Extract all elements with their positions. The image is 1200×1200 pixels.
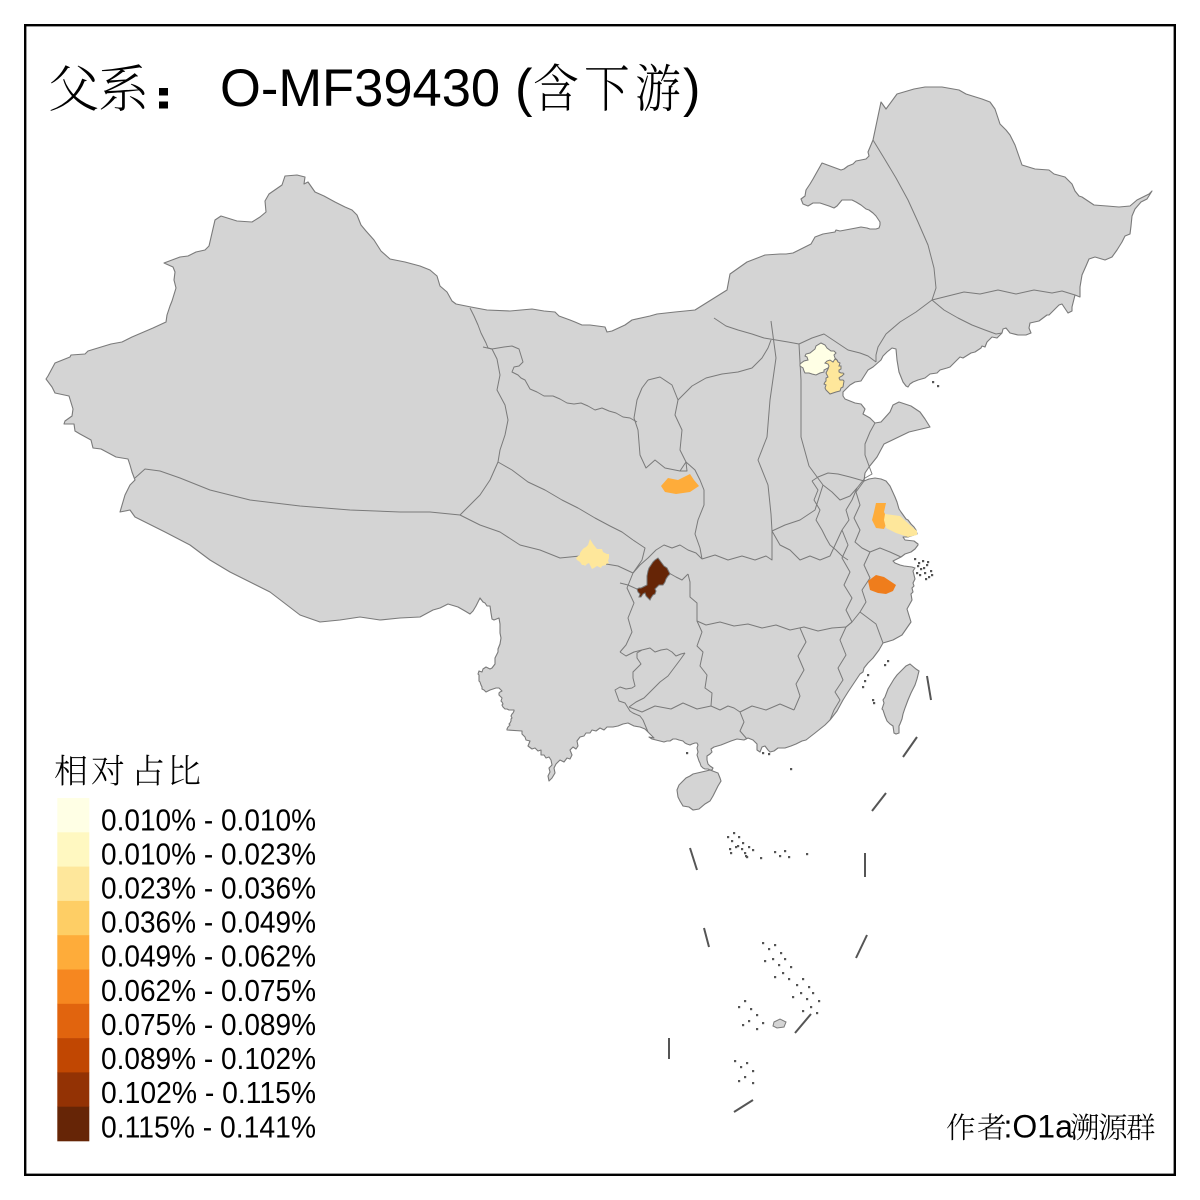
svg-text:0.010% - 0.023%: 0.010% - 0.023% [101, 836, 316, 871]
svg-text:0.102% - 0.115%: 0.102% - 0.115% [101, 1075, 316, 1110]
svg-text:0.036% - 0.049%: 0.036% - 0.049% [101, 905, 316, 940]
svg-text:0.089% - 0.102%: 0.089% - 0.102% [101, 1041, 316, 1076]
svg-text:0.023% - 0.036%: 0.023% - 0.036% [101, 871, 316, 906]
svg-text:0.075% - 0.089%: 0.075% - 0.089% [101, 1007, 316, 1042]
svg-text:0.115% - 0.141%: 0.115% - 0.141% [101, 1109, 316, 1144]
svg-text:(: ( [515, 59, 533, 118]
svg-text:O-MF39430: O-MF39430 [220, 59, 500, 118]
svg-text:0.049% - 0.062%: 0.049% - 0.062% [101, 939, 316, 974]
svg-text:): ) [683, 59, 700, 118]
svg-text:0.062% - 0.075%: 0.062% - 0.075% [101, 973, 316, 1008]
svg-text:0.010% - 0.010%: 0.010% - 0.010% [101, 802, 316, 837]
svg-text::O1a: :O1a [1004, 1109, 1074, 1145]
